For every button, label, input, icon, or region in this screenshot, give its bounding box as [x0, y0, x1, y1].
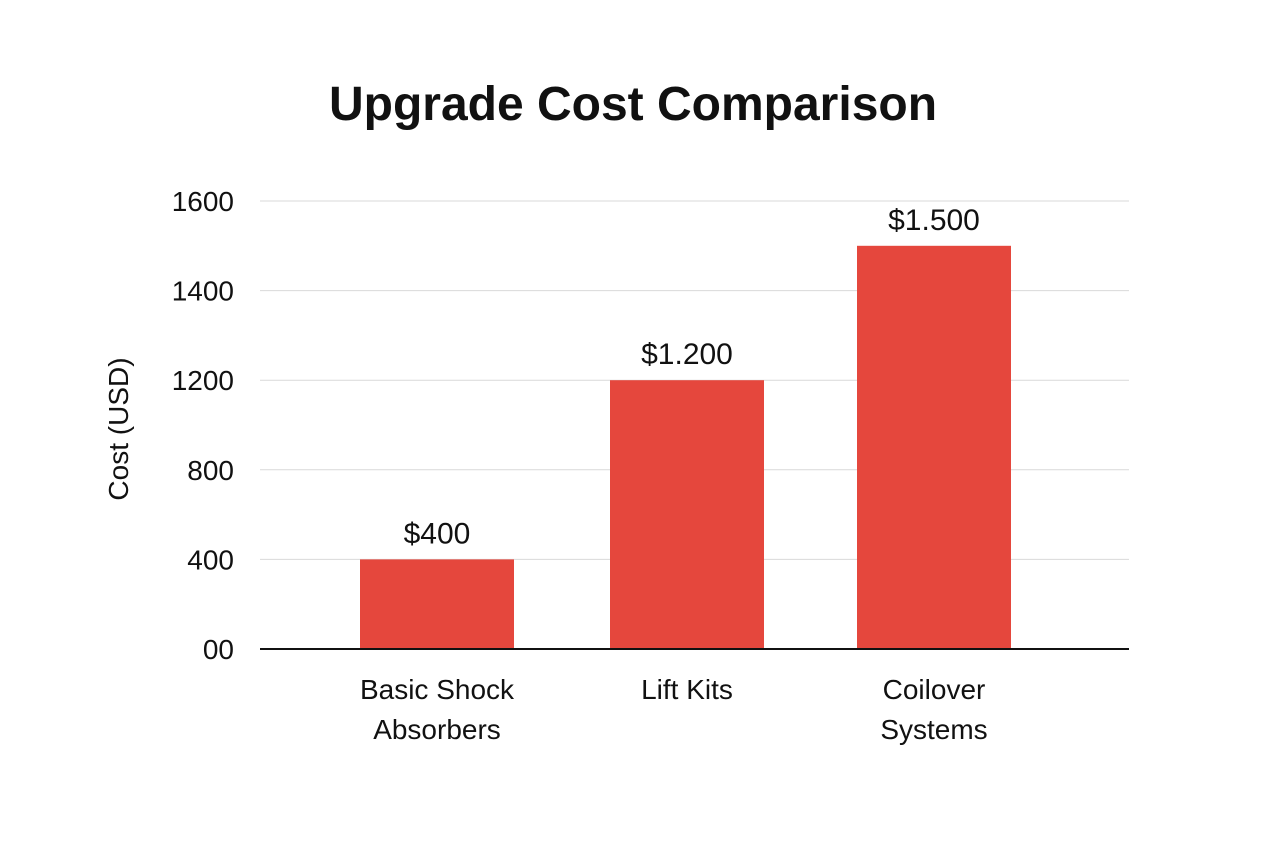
bar: [857, 245, 1011, 650]
y-tick-label: 1600: [172, 186, 234, 217]
x-category-label: Systems: [880, 714, 987, 745]
bar: [360, 559, 514, 649]
y-axis-ticks: 00 400 800 1200 1400 1600: [172, 186, 234, 665]
x-category-label: Lift Kits: [641, 674, 733, 705]
y-tick-label: 400: [187, 544, 234, 575]
y-tick-label: 800: [187, 455, 234, 486]
chart-title: Upgrade Cost Comparison: [329, 78, 937, 131]
y-axis-title: Cost (USD): [103, 357, 134, 500]
x-category-label: Coilover: [883, 674, 986, 705]
bar-value-label: $400: [404, 517, 471, 550]
y-tick-label: 1200: [172, 365, 234, 396]
bar-value-label: $1.200: [641, 338, 733, 371]
data-labels: $400 $1.200 $1.500: [404, 204, 980, 551]
y-tick-label: 00: [203, 634, 234, 665]
x-category-label: Basic Shock: [360, 674, 515, 705]
bar: [610, 380, 764, 649]
bars: [360, 245, 1011, 650]
x-category-label: Absorbers: [373, 714, 501, 745]
bar-value-label: $1.500: [888, 204, 980, 237]
y-tick-label: 1400: [172, 276, 234, 307]
x-axis-labels: Basic Shock Absorbers Lift Kits Coilover Sys…: [360, 674, 988, 745]
